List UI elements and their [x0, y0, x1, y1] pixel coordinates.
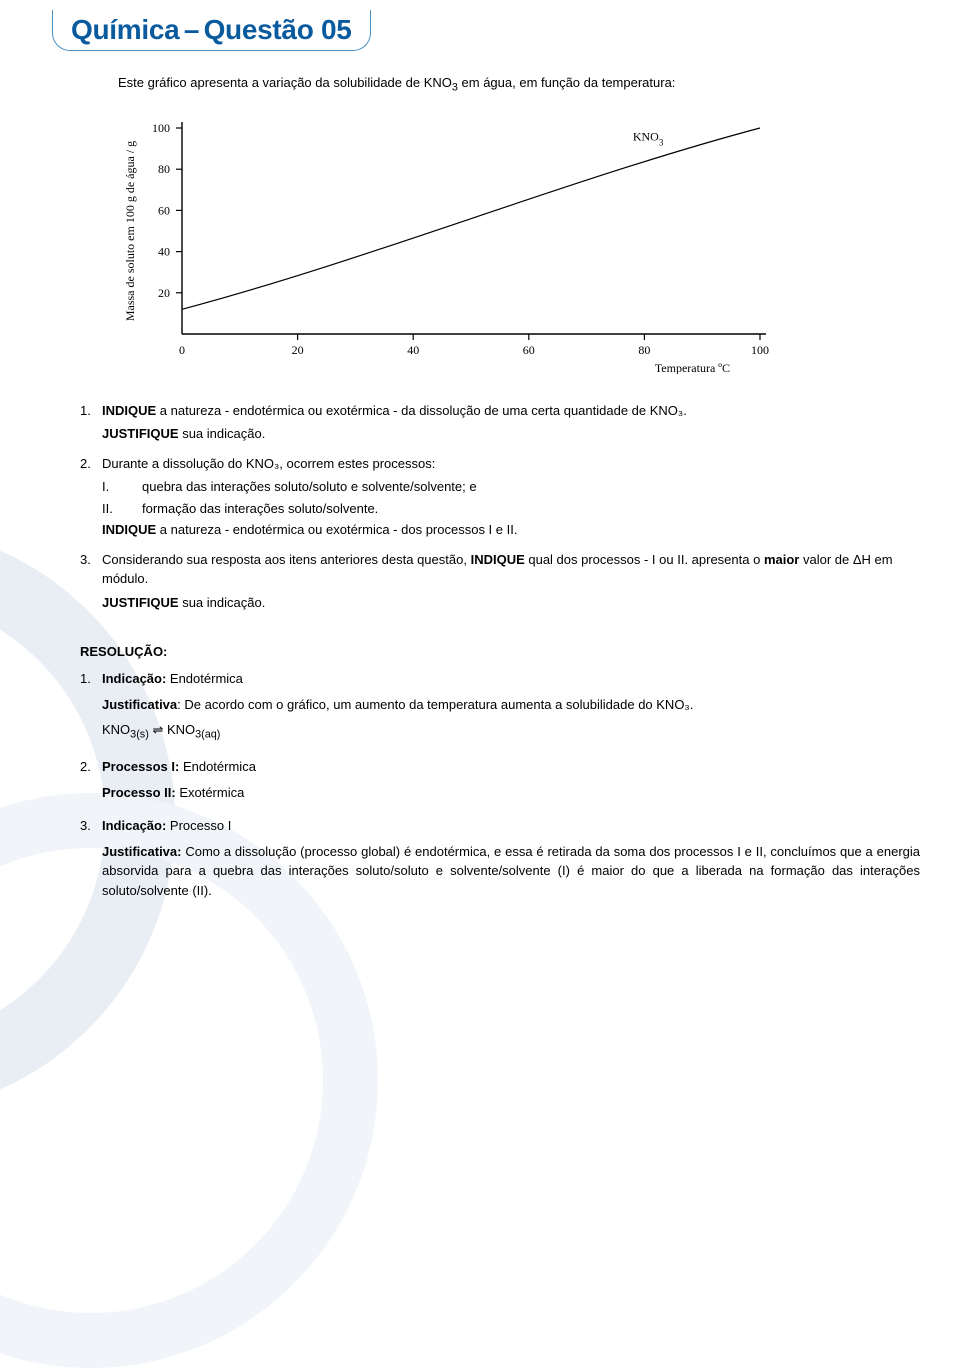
svg-text:Temperatura ºC: Temperatura ºC	[655, 361, 730, 374]
resolution-number: 3.	[80, 816, 102, 906]
question-number: 2.	[80, 454, 102, 544]
resolution-number: 2.	[80, 757, 102, 808]
question-item: 1.INDIQUE a natureza - endotérmica ou ex…	[80, 401, 920, 448]
question-item: 2.Durante a dissolução do KNO₃, ocorrem …	[80, 454, 920, 544]
svg-text:40: 40	[158, 244, 170, 258]
resolution-line: Justificativa: De acordo com o gráfico, …	[102, 695, 920, 715]
resolution-body: Processos I: Endotérmica Processo II: Exo…	[102, 757, 920, 808]
question-line: Considerando sua resposta aos itens ante…	[102, 550, 920, 589]
svg-text:60: 60	[523, 343, 535, 357]
title-subject: Química	[71, 14, 179, 45]
intro-text: Este gráfico apresenta a variação da sol…	[118, 73, 920, 96]
equation: KNO3(s) ⇌ KNO3(aq)	[102, 720, 920, 743]
resolution-block: 1.Indicação: Endotérmica Justificativa: D…	[80, 669, 920, 906]
svg-text:20: 20	[158, 286, 170, 300]
resolution-body: Indicação: Endotérmica Justificativa: De …	[102, 669, 920, 749]
resolution-body: Indicação: Processo I Justificativa: Como…	[102, 816, 920, 906]
question-line: JUSTIFIQUE sua indicação.	[102, 424, 920, 444]
question-line: Durante a dissolução do KNO₃, ocorrem es…	[102, 454, 920, 474]
question-body: Durante a dissolução do KNO₃, ocorrem es…	[102, 454, 920, 544]
svg-text:20: 20	[292, 343, 304, 357]
svg-text:KNO3: KNO3	[633, 129, 664, 147]
svg-text:100: 100	[152, 121, 170, 135]
question-item: 3.Considerando sua resposta aos itens an…	[80, 550, 920, 617]
question-number: 3.	[80, 550, 102, 617]
svg-text:Massa de soluto em 100 g de ág: Massa de soluto em 100 g de água / g	[123, 141, 137, 321]
resolution-line: Processos I: Endotérmica	[102, 757, 920, 777]
resolution-item: 1.Indicação: Endotérmica Justificativa: D…	[80, 669, 920, 749]
question-number: 1.	[80, 401, 102, 448]
sub-item-text: formação das interações soluto/solvente.	[142, 499, 920, 519]
question-line: JUSTIFIQUE sua indicação.	[102, 593, 920, 613]
svg-text:0: 0	[179, 343, 185, 357]
sub-item-number: II.	[102, 499, 142, 519]
resolution-heading: RESOLUÇÃO:	[80, 644, 920, 659]
resolution-item: 3.Indicação: Processo I Justificativa: Co…	[80, 816, 920, 906]
svg-text:60: 60	[158, 203, 170, 217]
svg-text:40: 40	[407, 343, 419, 357]
title-dash: –	[184, 14, 199, 45]
svg-text:100: 100	[751, 343, 769, 357]
resolution-number: 1.	[80, 669, 102, 749]
sub-item-number: I.	[102, 477, 142, 497]
question-body: Considerando sua resposta aos itens ante…	[102, 550, 920, 617]
solubility-chart: 0 20 40 60 80 100 20 40 60 80 100 Temperatura ºC Mas…	[118, 114, 920, 379]
title-question: Questão 05	[204, 14, 352, 45]
resolution-line: Indicação: Processo I	[102, 816, 920, 836]
sub-item: II.formação das interações soluto/solven…	[102, 499, 920, 519]
svg-text:80: 80	[638, 343, 650, 357]
question-line: INDIQUE a natureza - endotérmica ou exot…	[102, 401, 920, 421]
question-line: INDIQUE a natureza - endotérmica ou exot…	[102, 520, 920, 540]
questions-block: 1.INDIQUE a natureza - endotérmica ou ex…	[80, 401, 920, 617]
resolution-line: Processo II: Exotérmica	[102, 783, 920, 803]
svg-text:80: 80	[158, 162, 170, 176]
resolution-item: 2.Processos I: Endotérmica Processo II: E…	[80, 757, 920, 808]
question-body: INDIQUE a natureza - endotérmica ou exot…	[102, 401, 920, 448]
resolution-line: Indicação: Endotérmica	[102, 669, 920, 689]
sub-item-text: quebra das interações soluto/soluto e so…	[142, 477, 920, 497]
sub-item: I.quebra das interações soluto/soluto e …	[102, 477, 920, 497]
title-box: Química – Questão 05	[52, 10, 371, 51]
resolution-line: Justificativa: Como a dissolução (proces…	[102, 842, 920, 901]
